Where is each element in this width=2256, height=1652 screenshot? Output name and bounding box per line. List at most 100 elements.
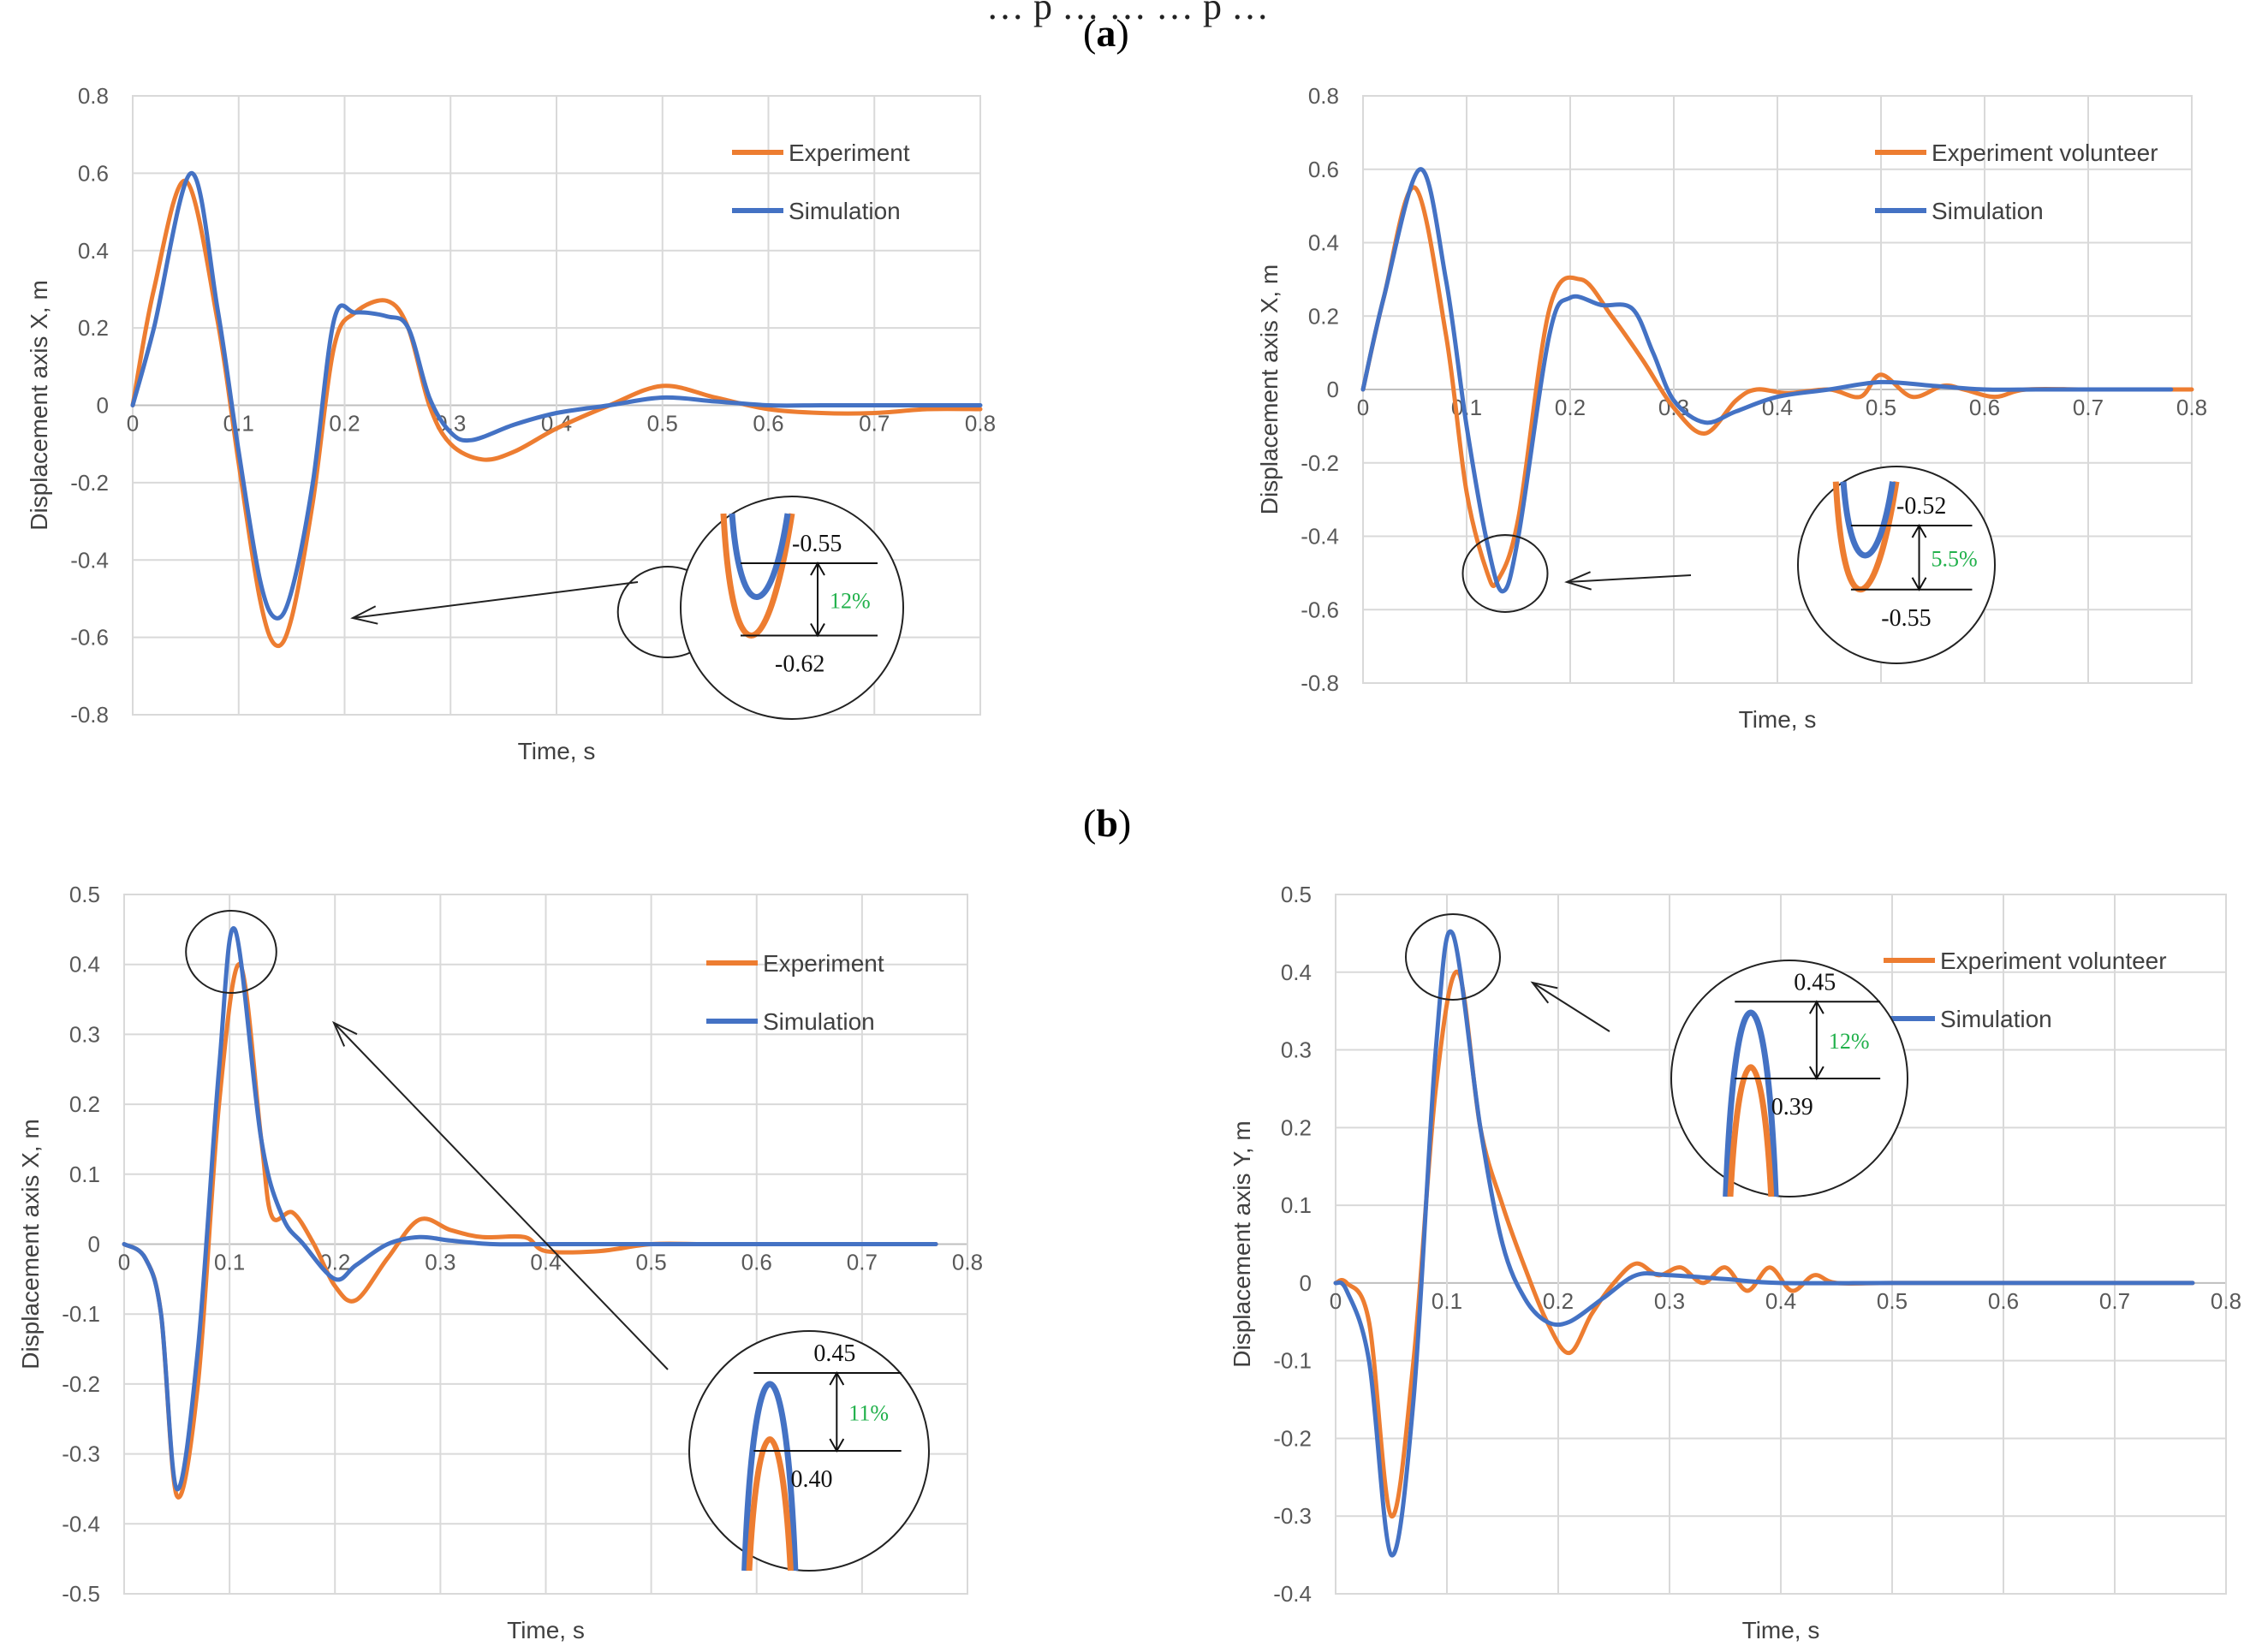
chart-bottom-right-y-tick-label: -0.1: [1273, 1348, 1312, 1374]
chart-bottom-right-x-tick-label: 0.6: [1988, 1288, 2019, 1314]
chart-bottom-left-zoom-experiment-curve: [746, 1436, 794, 1572]
chart-top-right-y-tick-label: -0.4: [1301, 524, 1339, 550]
chart-bottom-left-series-line-simulation: [122, 926, 938, 1492]
chart-top-right-x-tick-label: 0.8: [2176, 395, 2207, 420]
chart-bottom-left-y-tick-label: -0.4: [62, 1511, 100, 1536]
chart-bottom-left-x-tick-label: 0: [118, 1250, 130, 1275]
chart-bottom-left-x-tick-label: 0.7: [847, 1250, 878, 1275]
chart-bottom-right-y-tick-label: 0.5: [1281, 882, 1312, 907]
chart-bottom-right-y-tick-label: -0.4: [1273, 1581, 1312, 1607]
chart-top-right-y-tick-label: -0.6: [1301, 597, 1339, 622]
chart-top-right-callout-arrowhead: [1564, 571, 1592, 591]
chart-top-left-x-tick-label: 0.8: [965, 411, 996, 437]
chart-bottom-right-zoom-experiment-curve: [1727, 1064, 1775, 1197]
chart-bottom-right-zoom-value-upper: 0.45: [1794, 969, 1836, 995]
chart-bottom-left-zoom-percent: 11%: [848, 1401, 889, 1426]
chart-bottom-left-y-tick-label: 0.3: [69, 1021, 100, 1047]
chart-bottom-left-zoom-value-lower: 0.40: [790, 1466, 832, 1493]
chart-bottom-left-x-tick-label: 0.8: [952, 1250, 983, 1275]
chart-top-right-y-tick-label: -0.2: [1301, 450, 1339, 476]
chart-top-right-y-tick-label: 0.6: [1308, 157, 1339, 182]
chart-bottom-right-y-axis-title: Displacement axis Y, m: [1229, 1120, 1255, 1367]
chart-bottom-right-x-axis-title: Time, s: [1742, 1617, 1820, 1643]
chart-top-right-legend-label: Experiment volunteer: [1932, 140, 2158, 166]
chart-top-left-x-tick-label: 0.2: [329, 411, 360, 437]
chart-top-left-x-axis-title: Time, s: [518, 738, 596, 764]
chart-top-right-y-axis-title: Displacement axis X, m: [1256, 264, 1283, 515]
chart-bottom-right-legend-label: Simulation: [1940, 1006, 2052, 1032]
chart-bottom-left-callout-arrow: [333, 1022, 669, 1370]
chart-bottom-left-x-axis-title: Time, s: [507, 1617, 585, 1643]
chart-top-left-zoom-simulation-curve: [729, 513, 791, 600]
chart-bottom-left-y-tick-label: -0.1: [62, 1301, 100, 1327]
chart-bottom-left-y-tick-label: 0.1: [69, 1162, 100, 1187]
chart-top-left-x-tick-label: 0: [127, 411, 139, 437]
chart-top-right-series-line-simulation: [1360, 167, 2174, 594]
chart-bottom-right-callout-arrowhead: [1530, 981, 1558, 1004]
panel-label-a: (a): [1083, 11, 1129, 55]
chart-bottom-right-x-tick-label: 0.5: [1877, 1288, 1908, 1314]
chart-top-right-callout-arrow: [1566, 574, 1692, 583]
chart-top-left-zoom-value-upper: -0.55: [792, 531, 842, 557]
chart-bottom-left-x-tick-label: 0.5: [636, 1250, 667, 1275]
chart-top-right-y-tick-label: 0: [1327, 377, 1339, 402]
chart-bottom-left-y-tick-label: -0.2: [62, 1371, 100, 1397]
chart-top-left-callout-arrowhead: [350, 605, 378, 625]
chart-top-left-x-tick-label: 0.5: [647, 411, 678, 437]
panel-label-b: (b): [1083, 801, 1132, 845]
chart-top-right-legend-label: Simulation: [1932, 198, 2044, 224]
chart-bottom-right-y-tick-label: -0.2: [1273, 1425, 1312, 1451]
chart-top-left-y-tick-label: 0.4: [78, 238, 109, 264]
chart-top-left-y-axis-title: Displacement axis X, m: [26, 280, 52, 531]
chart-top-left-callout-arrow: [352, 581, 639, 619]
chart-bottom-right-y-tick-label: 0: [1300, 1270, 1312, 1296]
chart-bottom-right-zoom-value-lower: 0.39: [1771, 1094, 1813, 1120]
chart-top-left-zoom-value-lower: -0.62: [775, 651, 824, 678]
chart-top-left-series-line-simulation: [130, 170, 983, 621]
chart-top-right-zoom-value-lower: -0.55: [1881, 605, 1931, 632]
chart-top-right-y-tick-label: 0.8: [1308, 83, 1339, 109]
chart-bottom-right-x-tick-label: 0.7: [2099, 1288, 2130, 1314]
chart-bottom-left-y-tick-label: -0.3: [62, 1441, 100, 1467]
chart-top-left-legend-label: Experiment: [789, 140, 910, 166]
chart-bottom-right-legend-label: Experiment volunteer: [1940, 948, 2167, 974]
chart-bottom-right-y-tick-label: -0.3: [1273, 1503, 1312, 1529]
chart-bottom-left-legend-label: Experiment: [763, 950, 884, 977]
chart-top-left-x-tick-label: 0.6: [753, 411, 783, 437]
chart-top-right-x-tick-label: 0: [1357, 395, 1369, 420]
chart-bottom-left-callout-arrowhead: [331, 1020, 358, 1047]
chart-bottom-left-y-tick-label: 0.4: [69, 952, 100, 978]
chart-top-left-zoom-percent: 12%: [830, 588, 871, 613]
chart-bottom-right-x-tick-label: 0.2: [1543, 1288, 1574, 1314]
chart-bottom-left-y-tick-label: -0.5: [62, 1581, 100, 1607]
chart-top-right-zoom-percent: 5.5%: [1932, 546, 1978, 571]
chart-bottom-left-zoom-value-upper: 0.45: [813, 1340, 855, 1367]
chart-bottom-right-x-tick-label: 0: [1330, 1288, 1342, 1314]
chart-top-left-y-tick-label: -0.2: [70, 470, 109, 496]
chart-top-left-y-tick-label: 0.8: [78, 83, 109, 109]
chart-bottom-left-legend-label: Simulation: [763, 1008, 875, 1035]
chart-bottom-right-zoom-measure-head-down: [1808, 1066, 1824, 1081]
chart-bottom-left-y-tick-label: 0.5: [69, 882, 100, 907]
chart-bottom-left-zoom-simulation-curve: [741, 1381, 799, 1572]
chart-top-right-highlight-circle: [1461, 534, 1549, 613]
chart-top-right-y-tick-label: -0.8: [1301, 670, 1339, 696]
chart-bottom-right-x-tick-label: 0.3: [1654, 1288, 1685, 1314]
chart-bottom-right-series-line-simulation: [1333, 929, 2195, 1558]
chart-bottom-right-x-tick-label: 0.8: [2211, 1288, 2241, 1314]
chart-top-left-y-tick-label: -0.8: [70, 702, 109, 728]
chart-top-left-zoom-measure-head-up: [810, 561, 825, 576]
chart-bottom-left-x-tick-label: 0.6: [741, 1250, 772, 1275]
chart-bottom-left-y-tick-label: 0: [88, 1232, 100, 1257]
chart-top-right-zoom-measure-head-down: [1911, 577, 1927, 591]
chart-top-right-zoom-measure-head-up: [1911, 523, 1927, 538]
chart-bottom-right-zoom-simulation-curve: [1723, 1009, 1779, 1197]
chart-bottom-left-highlight-circle: [185, 910, 277, 994]
chart-top-left-y-tick-label: 0.2: [78, 315, 109, 341]
chart-bottom-left-x-tick-label: 0.3: [425, 1250, 455, 1275]
chart-bottom-right-y-tick-label: 0.4: [1281, 960, 1312, 985]
chart-bottom-right-y-tick-label: 0.3: [1281, 1037, 1312, 1063]
chart-bottom-right-callout-arrow: [1532, 982, 1610, 1032]
chart-top-left-legend-label: Simulation: [789, 198, 901, 224]
